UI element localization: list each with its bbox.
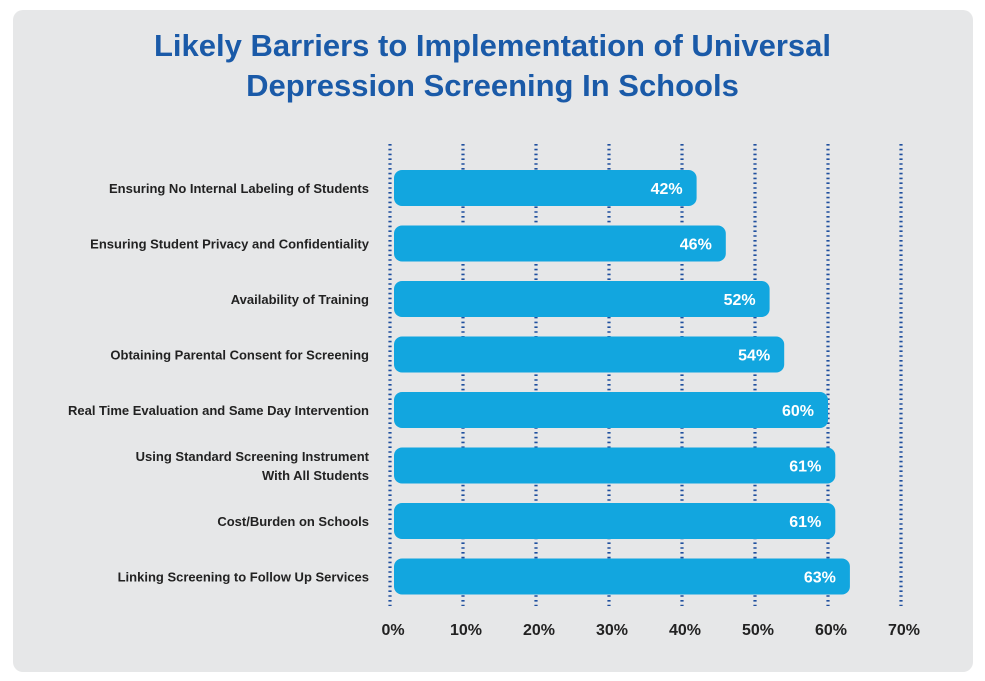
bar-value-label: 61% <box>789 459 821 476</box>
x-tick-label: 30% <box>596 622 628 639</box>
bar <box>394 447 836 484</box>
bar <box>394 336 785 373</box>
x-tick-label: 70% <box>888 622 920 639</box>
bar <box>394 558 850 595</box>
bar-value-label: 52% <box>724 292 756 309</box>
category-label: Ensuring Student Privacy and Confidentia… <box>90 237 370 252</box>
category-label: Using Standard Screening Instrument <box>136 449 370 464</box>
category-label: Linking Screening to Follow Up Services <box>118 570 369 585</box>
x-tick-label: 10% <box>450 622 482 639</box>
bar <box>394 281 770 317</box>
category-label: Obtaining Parental Consent for Screening <box>110 348 369 363</box>
x-tick-label: 0% <box>381 622 404 639</box>
bar-value-label: 42% <box>651 181 683 198</box>
x-tick-label: 50% <box>742 622 774 639</box>
bar <box>394 225 726 262</box>
category-label: With All Students <box>262 468 369 483</box>
chart-title-line-1: Likely Barriers to Implementation of Uni… <box>153 28 832 63</box>
bar-value-label: 61% <box>789 514 821 531</box>
x-tick-label: 40% <box>669 622 701 639</box>
chart-title: Likely Barriers to Implementation of Uni… <box>0 26 985 106</box>
bar <box>394 392 828 428</box>
category-label: Cost/Burden on Schools <box>217 514 369 529</box>
bar-value-label: 46% <box>680 237 712 254</box>
bar <box>394 503 836 539</box>
x-tick-label: 20% <box>523 622 555 639</box>
bar-value-label: 54% <box>738 348 770 365</box>
bar <box>394 170 697 206</box>
category-label: Real Time Evaluation and Same Day Interv… <box>68 403 369 418</box>
x-tick-label: 60% <box>815 622 847 639</box>
category-label: Availability of Training <box>231 292 369 307</box>
chart-title-line-2: Depression Screening In Schools <box>246 68 739 103</box>
category-label: Ensuring No Internal Labeling of Student… <box>109 181 369 196</box>
bar-value-label: 60% <box>782 403 814 420</box>
bar-value-label: 63% <box>804 570 836 587</box>
